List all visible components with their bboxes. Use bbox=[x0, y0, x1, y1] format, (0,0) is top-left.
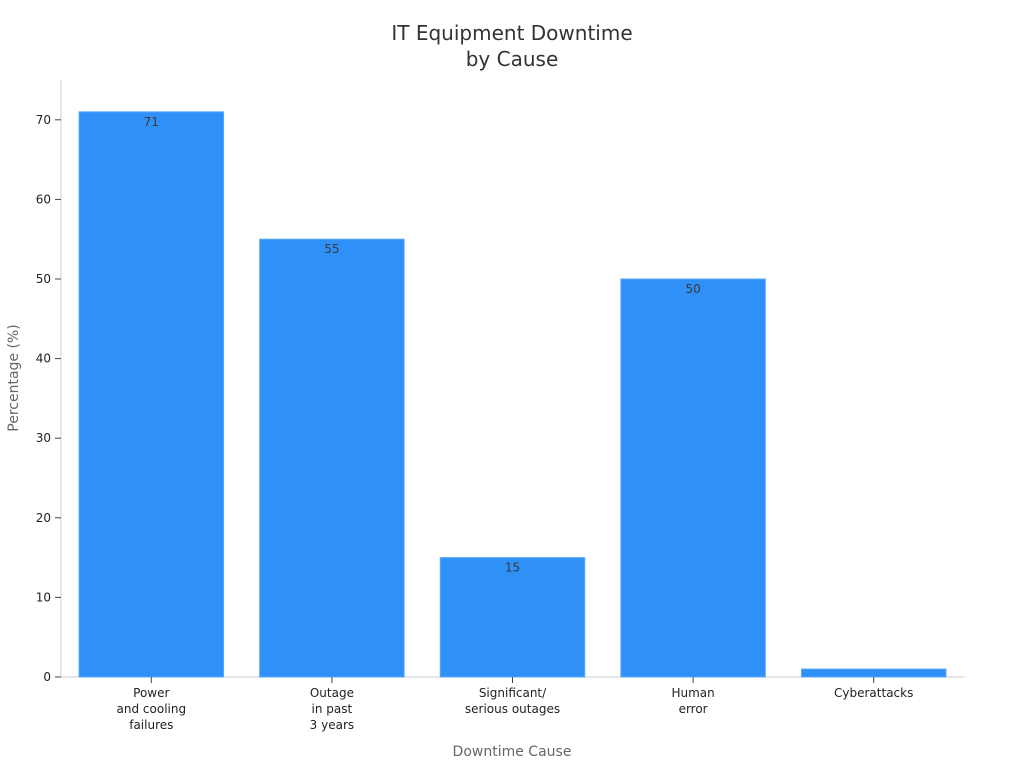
y-tick-label: 20 bbox=[36, 511, 51, 525]
x-tick-label: Outage in past 3 years bbox=[310, 686, 354, 732]
data-label: 50 bbox=[685, 282, 700, 296]
x-tick-label: Power and cooling failures bbox=[117, 686, 187, 732]
x-tick-label-line: error bbox=[679, 702, 708, 716]
bar-3 bbox=[620, 278, 766, 678]
x-tick-label-line: and cooling bbox=[117, 702, 187, 716]
x-tick-label-line: failures bbox=[129, 718, 173, 732]
chart-title-line-1: IT Equipment Downtime bbox=[391, 21, 632, 45]
x-axis-title: Downtime Cause bbox=[453, 744, 572, 760]
bar-0 bbox=[78, 111, 225, 678]
y-tick-label: 70 bbox=[36, 113, 51, 127]
x-tick-label: Human error bbox=[671, 686, 714, 716]
x-tick-label-line: 3 years bbox=[310, 718, 354, 732]
x-tick-label-line: Human bbox=[671, 686, 714, 700]
y-axis-title: Percentage (%) bbox=[6, 324, 22, 431]
y-tick-label: 40 bbox=[36, 352, 51, 366]
x-tick-label: Cyberattacks bbox=[834, 686, 913, 700]
bar-4 bbox=[800, 668, 947, 678]
data-label: 71 bbox=[144, 115, 159, 129]
x-tick-label-line: serious outages bbox=[465, 702, 560, 716]
chart-title: IT Equipment Downtime by Cause bbox=[391, 21, 632, 71]
y-tick-label: 0 bbox=[43, 670, 51, 684]
chart-title-line-2: by Cause bbox=[466, 47, 559, 71]
y-tick-label: 60 bbox=[36, 192, 51, 206]
bar-1 bbox=[259, 238, 405, 678]
x-tick-label-line: Outage bbox=[310, 686, 354, 700]
data-label: 55 bbox=[324, 242, 339, 256]
x-tick-label-line: in past bbox=[312, 702, 353, 716]
plot-area: 0 10 20 30 40 50 60 70 71 Power and cooling failure… bbox=[36, 80, 964, 732]
bar-2 bbox=[439, 557, 586, 678]
x-tick-label-line: Significant/ bbox=[479, 686, 547, 700]
y-tick-label: 10 bbox=[36, 590, 51, 604]
y-tick-label: 50 bbox=[36, 272, 51, 286]
x-tick-label-line: Power bbox=[133, 686, 169, 700]
x-tick-label-line: Cyberattacks bbox=[834, 686, 913, 700]
x-tick-label: Significant/serious outages bbox=[465, 686, 560, 716]
y-tick-label: 30 bbox=[36, 431, 51, 445]
data-label: 15 bbox=[505, 561, 520, 575]
